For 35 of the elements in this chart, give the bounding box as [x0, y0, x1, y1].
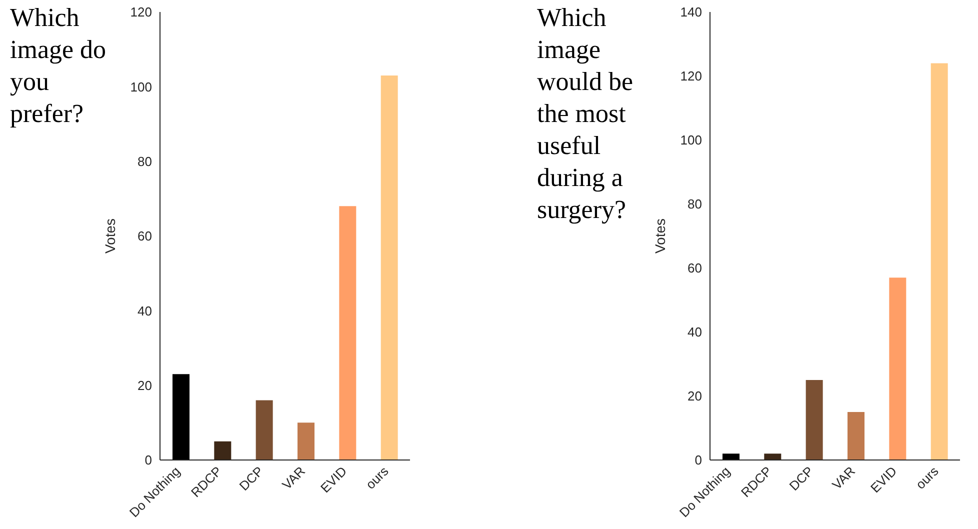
bar — [256, 400, 273, 460]
y-tick-label: 100 — [130, 79, 152, 94]
bar — [889, 278, 906, 460]
y-tick-label: 60 — [688, 260, 702, 276]
bar — [214, 441, 232, 460]
bar — [806, 380, 823, 460]
x-tick-label: VAR — [279, 464, 308, 492]
bar — [172, 374, 190, 460]
y-tick-label: 0 — [694, 452, 702, 468]
y-tick-label: 40 — [688, 324, 702, 340]
y-tick-label: 20 — [138, 378, 152, 393]
bar — [764, 454, 782, 460]
y-tick-label: 60 — [138, 228, 152, 244]
bar — [722, 454, 740, 460]
bar — [380, 75, 398, 460]
y-tick-label: 80 — [688, 196, 702, 212]
y-axis-title: Votes — [652, 218, 668, 254]
bar — [848, 412, 864, 460]
text: Which image would be the most useful during a surgery? — [537, 3, 634, 224]
x-tick-label: ours — [912, 463, 942, 492]
y-tick-label: 0 — [144, 452, 152, 468]
y-tick-label: 100 — [680, 132, 702, 148]
y-tick-label: 40 — [138, 303, 152, 318]
bar — [339, 206, 356, 460]
text: Which image do you prefer? — [10, 2, 108, 130]
bar — [298, 422, 314, 460]
y-tick-label: 120 — [680, 68, 702, 84]
y-tick-label: 80 — [138, 154, 152, 169]
y-axis-title: Votes — [102, 218, 118, 254]
x-tick-label: VAR — [829, 464, 858, 492]
y-tick-label: 120 — [130, 4, 152, 20]
x-tick-label: ours — [362, 463, 392, 492]
y-tick-label: 20 — [688, 388, 702, 404]
bar — [930, 63, 948, 460]
y-tick-label: 140 — [680, 4, 702, 20]
